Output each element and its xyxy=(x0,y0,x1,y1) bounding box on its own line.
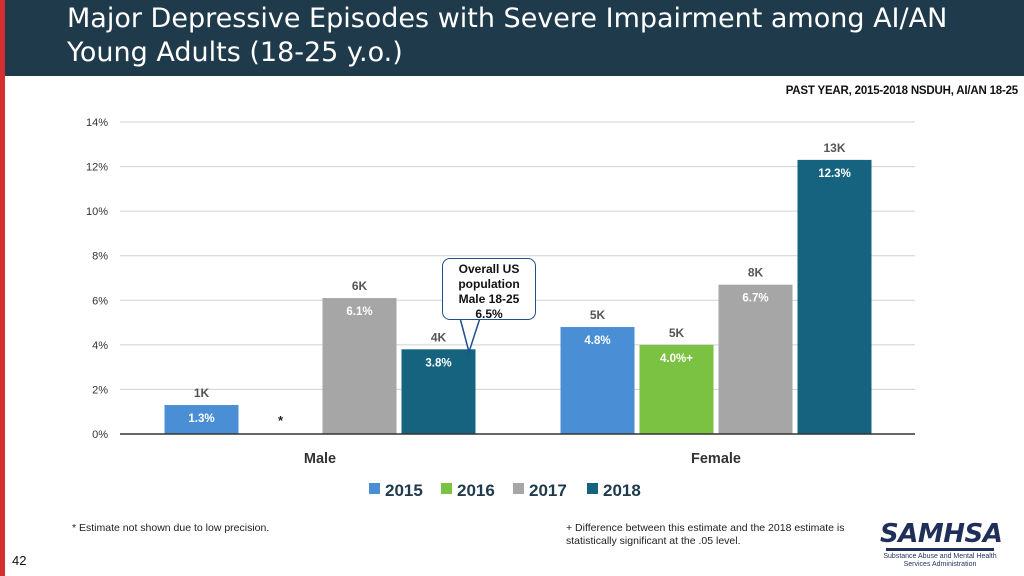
footnote-significance: + Difference between this estimate and t… xyxy=(566,522,845,547)
bar-female-2017 xyxy=(718,284,793,434)
y-tick-label: 10% xyxy=(86,206,108,218)
bar-female-2018 xyxy=(797,159,872,434)
bars xyxy=(164,159,872,434)
callout-pointer xyxy=(459,317,481,355)
legend-label-2017: 2017 xyxy=(529,481,567,500)
gridlines xyxy=(120,121,915,390)
page-number: 42 xyxy=(12,553,27,568)
y-tick-label: 0% xyxy=(92,429,108,441)
y-tick-label: 6% xyxy=(92,295,108,307)
bar-count-label: 13K xyxy=(823,141,845,155)
legend-label-2016: 2016 xyxy=(457,481,495,500)
bar-count-label: 8K xyxy=(748,266,764,280)
legend-label-2018: 2018 xyxy=(603,481,641,500)
y-tick-label: 2% xyxy=(92,384,108,396)
bar-value-label: 3.8% xyxy=(425,357,451,369)
suppressed-estimate-marker: * xyxy=(278,413,284,428)
title-banner: Major Depressive Episodes with Severe Im… xyxy=(5,0,1024,76)
axes: 0% 2% 4% 6% 8% 10% 12% 14% Male Female xyxy=(86,117,915,467)
legend-swatch-2018 xyxy=(587,483,598,494)
bar-male-2018 xyxy=(401,349,476,434)
bar-count-label: 6K xyxy=(352,279,368,293)
overall-us-callout: Overall US population Male 18-25 6.5% xyxy=(442,258,536,321)
bar-count-label: 1K xyxy=(194,386,210,400)
y-tick-label: 12% xyxy=(86,162,108,174)
bar-male-2017 xyxy=(322,298,397,434)
bar-female-2016 xyxy=(639,344,714,434)
bar-count-label: 4K xyxy=(431,330,447,344)
samhsa-logo: SAMHSA Substance Abuse and Mental Health… xyxy=(880,519,1003,569)
bar-value-label: 6.1% xyxy=(346,306,372,318)
legend-label-2015: 2015 xyxy=(385,481,423,500)
bar-count-label: 5K xyxy=(590,308,606,322)
left-accent-rule xyxy=(0,0,5,576)
legend-swatch-2015 xyxy=(369,483,380,494)
logo-underline xyxy=(886,548,994,551)
footnote-low-precision: * Estimate not shown due to low precisio… xyxy=(72,522,270,534)
bar-value-label: 1.3% xyxy=(188,413,214,425)
bar-male-2015 xyxy=(164,405,239,434)
y-tick-label: 4% xyxy=(92,340,108,352)
chart-subtitle: PAST YEAR, 2015-2018 NSDUH, AI/AN 18-25 xyxy=(785,85,1019,97)
legend-swatch-2017 xyxy=(513,483,524,494)
slide-title: Major Depressive Episodes with Severe Im… xyxy=(67,3,948,68)
legend: 2015 2016 2017 2018 xyxy=(369,481,641,500)
x-category-label: Male xyxy=(304,451,336,467)
y-tick-label: 8% xyxy=(92,251,108,263)
bar-value-label: 4.0%+ xyxy=(660,353,693,365)
data-labels: 1.3% 1K * 6.1% 6K 3.8% 4K 4.8% 5K 4.0%+ 5K 6.7% 8K 12… xyxy=(188,141,850,428)
x-category-label: Female xyxy=(691,451,741,467)
callout-line3: 6.5% xyxy=(475,307,503,321)
y-tick-label: 14% xyxy=(86,117,108,129)
bar-value-label: 6.7% xyxy=(742,293,768,305)
legend-swatch-2016 xyxy=(441,483,452,494)
callout-line2: Male 18-25 xyxy=(458,292,520,306)
bar-value-label: 4.8% xyxy=(584,335,610,347)
logo-subtitle: Substance Abuse and Mental Health Servic… xyxy=(883,553,997,568)
callout-line1: Overall US population xyxy=(458,262,520,291)
bar-female-2015 xyxy=(560,327,635,434)
bar-count-label: 5K xyxy=(669,326,685,340)
bar-value-label: 12.3% xyxy=(818,168,851,180)
logo-wordmark: SAMHSA xyxy=(880,519,1003,549)
